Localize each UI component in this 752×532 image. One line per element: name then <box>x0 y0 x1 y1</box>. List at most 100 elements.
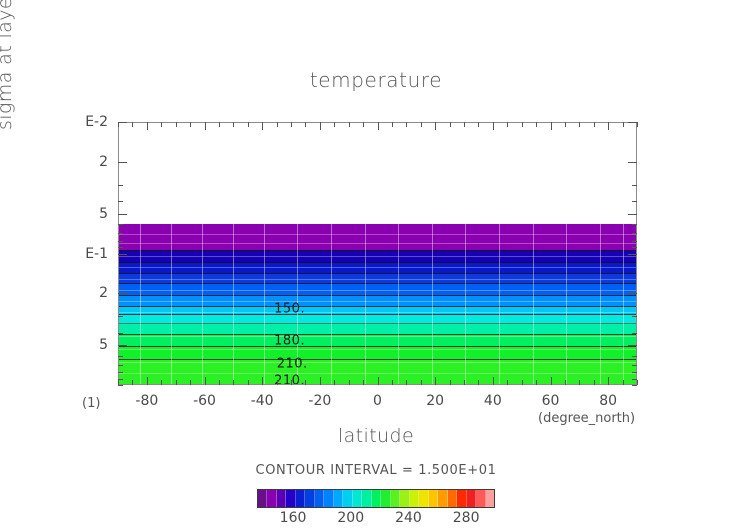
x-tick <box>622 380 624 385</box>
x-tick <box>492 377 494 385</box>
grid-line-vertical <box>170 224 172 384</box>
x-tick <box>420 122 422 127</box>
y-tick <box>632 224 637 226</box>
x-tick <box>175 380 177 385</box>
y-tick <box>118 364 123 366</box>
colorbar-tick-label: 160 <box>279 510 307 526</box>
grid-line-horizontal <box>119 289 636 291</box>
grid-line-vertical <box>364 224 366 384</box>
grid-line-horizontal <box>119 348 636 350</box>
x-tick <box>262 377 264 385</box>
x-tick <box>608 122 610 130</box>
y-tick <box>118 247 123 249</box>
contour-line <box>119 313 636 315</box>
x-tick <box>233 122 235 127</box>
y-tick <box>632 372 637 374</box>
grid-line-vertical <box>330 224 332 384</box>
contour-line <box>119 272 636 274</box>
grid-line-vertical <box>532 224 534 384</box>
grid-line-vertical <box>623 224 625 384</box>
grid-line-vertical <box>263 224 265 384</box>
x-tick <box>420 380 422 385</box>
x-tick <box>564 380 566 385</box>
grid-line-horizontal <box>119 267 636 269</box>
y-tick <box>118 316 123 318</box>
x-tick <box>464 380 465 385</box>
colorbar-cell <box>390 490 401 507</box>
x-tick <box>391 122 393 127</box>
x-tick <box>608 377 610 385</box>
colorbar-cell <box>419 490 429 507</box>
contour-line <box>119 249 636 251</box>
y-tick <box>628 345 637 347</box>
plot-inner: 150. 180. 210. 210. <box>119 123 636 384</box>
y-tick <box>118 372 123 374</box>
x-tick <box>204 377 206 385</box>
grid-line-vertical <box>498 224 500 384</box>
contour-band <box>119 313 636 324</box>
colorbar-cell <box>400 490 410 507</box>
y-tick <box>118 201 123 203</box>
contour-band <box>119 333 636 346</box>
grid-line-horizontal <box>119 243 636 245</box>
colorbar-cell <box>276 490 287 507</box>
x-tick <box>161 380 163 385</box>
x-axis-unit: (degree_north) <box>538 411 636 426</box>
x-tick <box>291 122 292 127</box>
y-tick <box>632 184 637 186</box>
colorbar-cell <box>457 490 467 507</box>
colorbar-cell <box>438 490 448 507</box>
contour-band <box>119 295 636 306</box>
grid-line-vertical <box>431 224 433 384</box>
x-tick <box>190 122 192 127</box>
x-tick-label: 60 <box>541 393 560 409</box>
x-tick <box>406 122 408 127</box>
x-tick <box>406 380 408 385</box>
colorbar-cell <box>485 490 495 507</box>
x-tick <box>161 122 163 127</box>
x-tick <box>435 122 437 130</box>
y-tick-label: 5 <box>99 337 108 354</box>
contour-band <box>119 345 636 360</box>
x-tick <box>319 377 321 385</box>
y-tick <box>628 253 637 255</box>
x-axis-title: latitude <box>337 425 415 447</box>
x-tick <box>550 122 552 130</box>
y-tick <box>118 184 123 186</box>
colorbar-cell <box>466 490 477 507</box>
x-tick <box>363 122 365 127</box>
contour-color-field: 150. 180. 210. 210. <box>119 224 636 384</box>
contour-line <box>119 359 636 361</box>
grid-line-horizontal <box>119 372 636 374</box>
colorbar-cell <box>286 490 296 507</box>
x-tick <box>637 380 638 385</box>
x-tick <box>334 380 336 385</box>
grid-line-horizontal <box>119 233 636 235</box>
x-tick <box>175 122 177 127</box>
y-tick <box>632 247 637 249</box>
contour-line <box>119 345 636 347</box>
y-tick-label: 2 <box>99 285 108 302</box>
colorbar-cell <box>381 490 391 507</box>
x-tick-label: 80 <box>599 393 618 409</box>
x-tick <box>507 380 509 385</box>
x-tick <box>593 122 595 127</box>
y-tick <box>118 355 123 357</box>
x-tick <box>622 122 624 127</box>
grid-line-horizontal <box>119 278 636 280</box>
colorbar-cell <box>352 490 363 507</box>
x-tick <box>291 380 292 385</box>
x-tick-label: -20 <box>308 393 332 409</box>
y-tick <box>632 201 637 203</box>
contour-line <box>119 333 636 335</box>
x-tick-label: -40 <box>250 393 274 409</box>
y-tick <box>632 332 637 334</box>
y-tick <box>118 253 127 255</box>
plot-area: 150. 180. 210. 210. <box>118 122 637 385</box>
y-tick <box>628 161 637 163</box>
x-tick <box>550 377 552 385</box>
x-tick <box>247 380 249 385</box>
x-tick <box>348 380 350 385</box>
y-tick <box>118 224 123 226</box>
x-tick <box>579 380 581 385</box>
